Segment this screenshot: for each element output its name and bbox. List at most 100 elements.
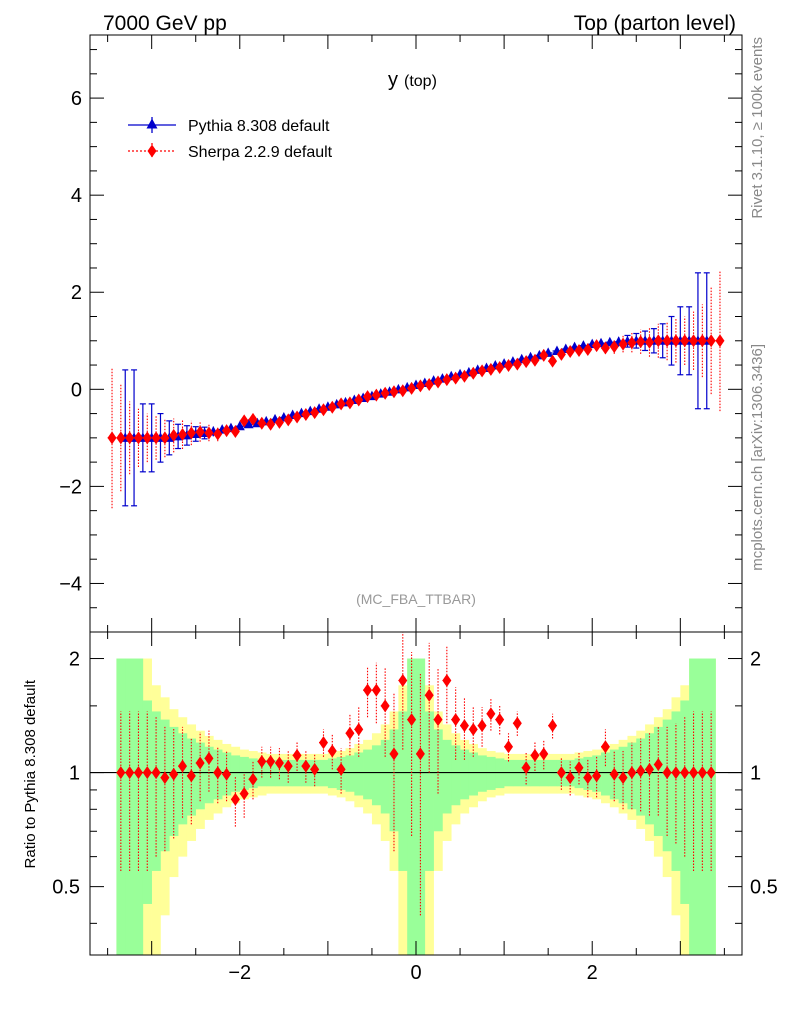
sherpa-point [407,381,417,395]
ratio-series-sherpa [116,632,716,916]
legend-item-pythia: Pythia 8.308 default [128,117,330,135]
ratio-sherpa-point [318,736,328,750]
ratio-sherpa-point [609,767,619,781]
sherpa-point [459,369,469,383]
sherpa-point [592,339,602,353]
sherpa-point [609,340,619,354]
sherpa-point [574,343,584,357]
sherpa-point [266,417,276,431]
ratio-xtick-label: −2 [228,962,251,984]
series-pythia [120,272,712,507]
ratio-sherpa-point [459,719,469,733]
ratio-sherpa-point [592,769,602,783]
legend-sherpa-label: Sherpa 2.2.9 default [188,144,333,161]
sherpa-point [512,357,522,371]
band-inner-bin [204,746,214,804]
band-inner-bin [477,755,487,792]
ratio-sherpa-point [407,713,417,727]
rivet-version-label: Rivet 3.1.10, ≥ 100k events [749,37,766,219]
ratio-sherpa-point [398,674,408,688]
sherpa-point [283,413,293,427]
main-ytick-label: 0 [71,379,82,401]
ratio-sherpa-point [556,766,566,780]
ratio-sherpa-point [310,762,320,776]
sherpa-point [583,343,593,357]
sherpa-point [636,335,646,349]
legend-item-sherpa: Sherpa 2.2.9 default [128,143,333,161]
sherpa-point [327,400,337,414]
sherpa-point [363,390,373,404]
sherpa-point [627,336,637,350]
ratio-ytick-label-right: 0.5 [750,877,778,899]
ratio-sherpa-point [186,769,196,783]
chart-title-main: y [388,69,398,91]
band-inner-bin [460,749,470,800]
sherpa-point [371,388,381,402]
ratio-sherpa-point [451,713,461,727]
ratio-sherpa-point [627,766,637,780]
ratio-sherpa-point [248,772,258,786]
ratio-sherpa-point [178,759,188,773]
ratio-sherpa-point [680,766,690,780]
ratio-sherpa-point [380,699,390,713]
ratio-plot-area [90,632,742,955]
sherpa-point [715,334,725,348]
ratio-sherpa-point [442,674,452,688]
sherpa-point [415,379,425,393]
sherpa-point [424,377,434,391]
sherpa-point [565,344,575,358]
ratio-sherpa-point [644,762,654,776]
sherpa-point [186,426,196,440]
ratio-sherpa-point [636,764,646,778]
ratio-sherpa-point [116,766,126,780]
ratio-sherpa-point [301,759,311,773]
main-ytick-label: 2 [71,282,82,304]
mcplots-label: mcplots.cern.ch [arXiv:1306.3436] [749,344,766,571]
ratio-sherpa-point [697,766,707,780]
ratio-sherpa-point [336,762,346,776]
ratio-sherpa-point [125,766,135,780]
ratio-sherpa-point [530,748,540,762]
band-inner-bin [230,755,241,792]
sherpa-point [248,412,258,426]
sherpa-point [195,425,205,439]
band-inner-bin [354,752,364,796]
sherpa-point [257,416,267,430]
ratio-sherpa-point [239,787,249,801]
ratio-sherpa-point [618,771,628,785]
ratio-sherpa-point [504,740,514,754]
ratio-sherpa-point [662,766,672,780]
sherpa-point [451,371,461,385]
sherpa-point [653,334,663,348]
analysis-watermark: (MC_FBA_TTBAR) [356,591,476,607]
series-sherpa [107,270,725,509]
ratio-sherpa-point [653,758,663,772]
ratio-ytick-label-right: 2 [750,649,761,671]
legend: Pythia 8.308 default Sherpa 2.2.9 defaul… [128,117,333,161]
sherpa-point [230,425,240,439]
ratio-sherpa-point [671,766,681,780]
band-inner-bin [345,755,355,792]
header-observable: Top (parton level) [574,12,736,35]
sherpa-point [389,385,399,399]
main-ytick-label: −2 [59,476,82,498]
band-inner-bin [398,711,408,871]
ratio-sherpa-point [424,688,434,702]
ratio-xtick-label: 2 [587,962,598,984]
ratio-sherpa-point [327,744,337,758]
ratio-sherpa-point [689,766,699,780]
sherpa-point [477,364,487,378]
band-inner-bin [178,733,188,825]
sherpa-point [336,397,346,411]
main-plot-area [107,270,725,509]
sherpa-point [116,431,126,445]
band-inner-bin [151,711,161,871]
ratio-sherpa-point [433,713,443,727]
band-inner-bin [389,729,399,832]
ratio-sherpa-point [706,766,716,780]
ratio-sherpa-point [266,754,276,768]
header-energy: 7000 GeV pp [103,12,227,35]
sherpa-point [142,431,152,445]
ratio-xtick-label: 0 [410,962,421,984]
